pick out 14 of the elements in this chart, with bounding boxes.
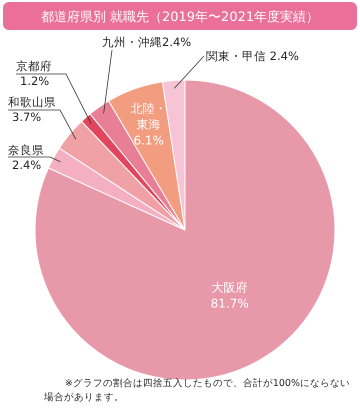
slice-label: 奈良県 [8,143,44,157]
slice-label: 京都府 [16,59,52,73]
slice-label: 大阪府 [212,280,248,294]
data-label: 81.7% [210,296,249,310]
text: ※グラフの割合は四捨五入したもので、合計が100%にならない場合があります。 [43,377,350,403]
data-label: 6.1% [133,133,164,148]
data-label: 2.4% [12,158,42,172]
slice-label: 関東・甲信 2.4% [206,49,299,63]
data-label: 3.7% [12,110,42,124]
data-label: 1.2% [20,74,50,88]
chart-title: 都道府県別 就職先（2019年〜2021年度実績） [40,9,320,25]
slice-label: 和歌山県 [8,95,56,109]
slice-label: 北陸・東海 [130,101,167,132]
slice-label: 九州・沖縄2.4% [102,35,192,49]
